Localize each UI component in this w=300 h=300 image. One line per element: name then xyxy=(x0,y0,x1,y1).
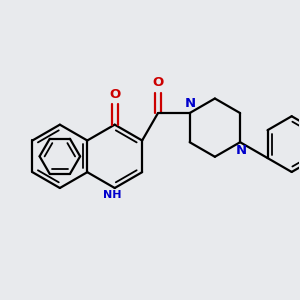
Text: NH: NH xyxy=(103,190,122,200)
Text: O: O xyxy=(109,88,120,101)
Text: N: N xyxy=(236,144,247,157)
Text: N: N xyxy=(185,97,196,110)
Text: O: O xyxy=(152,76,164,89)
